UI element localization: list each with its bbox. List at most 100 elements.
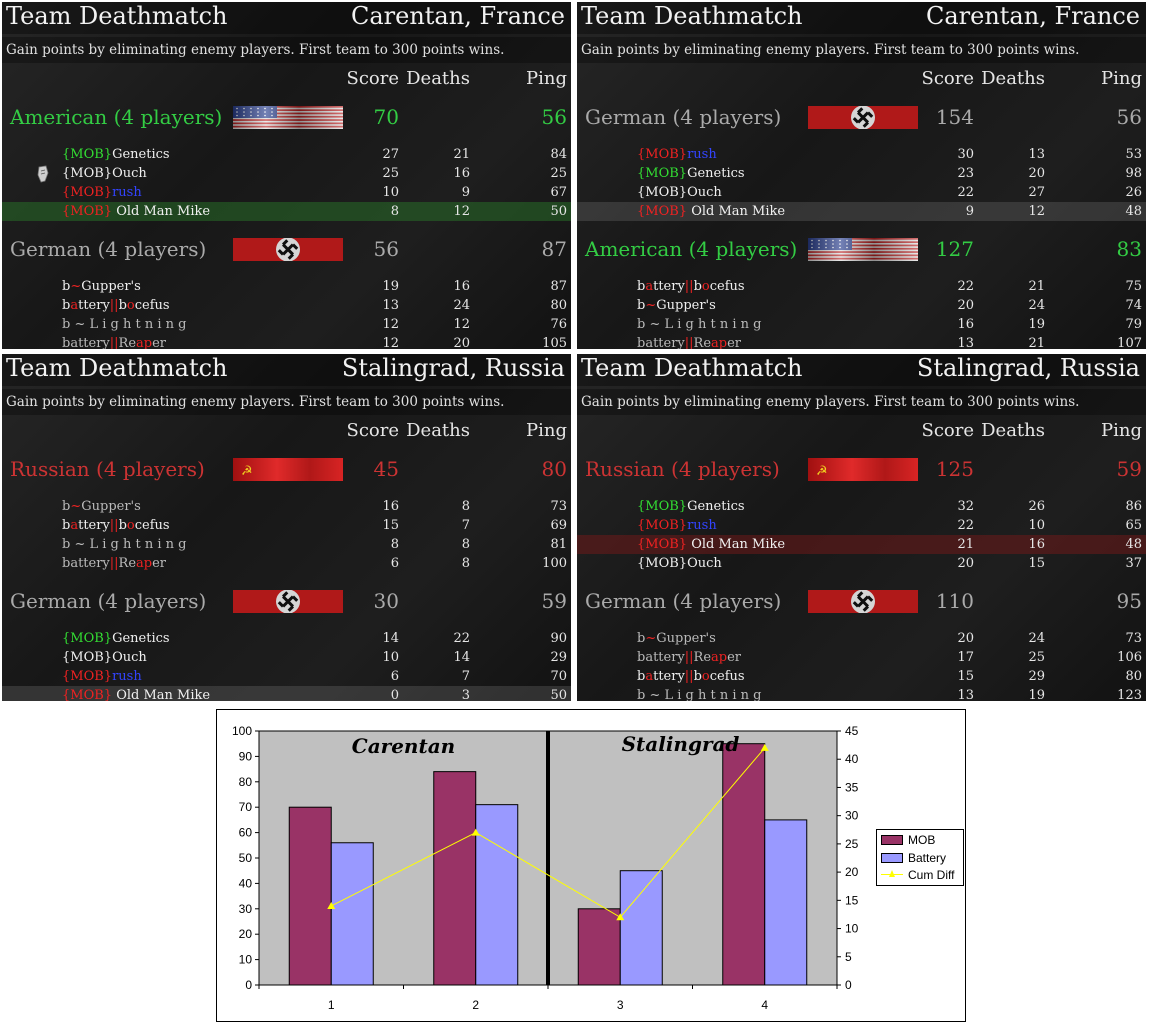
player-name-segment: cefus — [134, 518, 170, 533]
player-name-segment: || — [684, 669, 694, 684]
scoreboard-header: Team Deathmatch Stalingrad, Russia — [577, 354, 1146, 386]
player-name-segment: b — [62, 279, 71, 294]
player-score: 16 — [382, 499, 399, 514]
player-deaths: 8 — [461, 556, 470, 571]
player-name: {MOB}Ouch — [62, 164, 147, 183]
player-name-segment: ttery — [653, 279, 685, 294]
player-row: {MOB}rush 10 9 67 — [2, 183, 571, 202]
map-name: Carentan, France — [350, 2, 565, 30]
player-row: {MOB}rush 30 13 53 — [577, 145, 1146, 164]
player-ping: 70 — [550, 669, 567, 684]
team-header-row: American (4 players) 70 56 — [2, 102, 571, 132]
team-name: German (4 players) — [10, 589, 207, 613]
player-ping: 75 — [1125, 279, 1142, 294]
triangle-marker-icon — [471, 828, 480, 836]
player-row: b~Gupper's 19 16 87 — [2, 277, 571, 296]
player-row: b ~ L i g h t n i n g 8 8 81 — [2, 535, 571, 554]
team-ping: 95 — [1116, 589, 1142, 613]
y2-tick-label: 45 — [845, 724, 859, 738]
map-name: Stalingrad, Russia — [341, 354, 565, 382]
scoreboard-panel: Team Deathmatch Carentan, France Gain poin… — [2, 2, 571, 349]
player-ping: 37 — [1125, 556, 1142, 571]
player-score: 15 — [957, 669, 974, 684]
player-score: 20 — [957, 298, 974, 313]
triangle-marker-icon — [327, 901, 336, 909]
player-name: {MOB}rush — [62, 183, 142, 202]
score-chart: 0 10 20 30 40 50 60 70 80 90 100 0 5 10 15 20 25 30 35 40 45… — [216, 709, 966, 1022]
player-score: 10 — [382, 650, 399, 665]
player-deaths: 12 — [1028, 204, 1045, 219]
team-name: Russian (4 players) — [585, 457, 780, 481]
player-ping: 26 — [1125, 185, 1142, 200]
y2-tick-label: 0 — [845, 978, 852, 992]
player-name-segment: battery — [637, 650, 685, 665]
german-flag-icon — [808, 589, 918, 614]
team-ping: 59 — [1116, 457, 1142, 481]
player-name-segment: {MOB}Ouch — [62, 166, 147, 181]
team-name: Russian (4 players) — [10, 457, 205, 481]
deaths-column-header: Deaths — [981, 68, 1045, 89]
player-name-segment: ~ — [70, 279, 82, 294]
bar-mob — [577, 908, 621, 986]
ping-column-header: Ping — [526, 420, 567, 441]
player-row: b ~ L i g h t n i n g 16 19 79 — [577, 315, 1146, 334]
triangle-marker-icon — [889, 870, 895, 877]
y-tick-label: 50 — [239, 851, 253, 865]
scoreboard-panel: Team Deathmatch Carentan, France Gain poin… — [577, 2, 1146, 349]
player-row: battery||Reaper 12 20 105 — [2, 334, 571, 349]
player-deaths: 3 — [461, 688, 470, 701]
player-deaths: 8 — [461, 499, 470, 514]
player-name: battery||Reaper — [62, 334, 166, 349]
player-ping: 84 — [550, 147, 567, 162]
player-name: {MOB}Genetics — [62, 629, 170, 648]
player-row: {MOB}Genetics 27 21 84 — [2, 145, 571, 164]
team-score: 127 — [935, 237, 974, 261]
team-score: 56 — [373, 237, 399, 261]
player-name-segment: Genetics — [687, 166, 745, 181]
bar-battery — [475, 804, 519, 986]
team-header-row: Russian (4 players) ☭ 125 59 — [577, 454, 1146, 484]
team-ping: 83 — [1116, 237, 1142, 261]
player-row: {MOB} Old Man Mike 9 12 48 — [577, 202, 1146, 221]
team-score: 70 — [373, 105, 399, 129]
player-ping: 80 — [550, 298, 567, 313]
player-score: 30 — [957, 147, 974, 162]
player-name-segment: b ~ L i g h t n i n g — [62, 317, 187, 332]
player-name: {MOB}Genetics — [637, 497, 745, 516]
player-name-segment: er — [152, 556, 167, 571]
player-name-segment: Old Man Mike — [687, 537, 786, 552]
player-name-segment: cefus — [709, 279, 745, 294]
player-name: battery||Reaper — [62, 554, 166, 573]
map-name: Carentan, France — [925, 2, 1140, 30]
x-tick-label: 2 — [472, 998, 479, 1012]
team-score: 110 — [935, 589, 974, 613]
player-name-segment: b — [637, 669, 646, 684]
ping-column-header: Ping — [1101, 420, 1142, 441]
player-name: {MOB} Old Man Mike — [62, 202, 210, 221]
team-header-row: Russian (4 players) ☭ 45 80 — [2, 454, 571, 484]
y2-tick-label: 40 — [845, 752, 859, 766]
player-name-segment: Old Man Mike — [112, 688, 211, 701]
bar-mob — [433, 771, 477, 986]
player-name-segment: rush — [112, 669, 142, 684]
y-tick-label: 100 — [232, 724, 252, 738]
player-ping: 73 — [1125, 631, 1142, 646]
player-name-segment: {MOB}Ouch — [62, 650, 147, 665]
player-row: b~Gupper's 20 24 73 — [577, 629, 1146, 648]
annotation-stalingrad: Stalingrad — [622, 732, 740, 756]
y-tick-label: 30 — [239, 902, 253, 916]
player-row: b~Gupper's 16 8 73 — [2, 497, 571, 516]
team-name: American (4 players) — [585, 237, 798, 261]
x-tick-label: 4 — [761, 998, 768, 1012]
player-name: b~Gupper's — [637, 629, 716, 648]
player-name-segment: battery — [637, 336, 685, 349]
player-score: 10 — [382, 185, 399, 200]
player-row: battery||Reaper 6 8 100 — [2, 554, 571, 573]
mode-description: Gain points by eliminating enemy players… — [2, 37, 571, 63]
player-score: 25 — [382, 166, 399, 181]
ping-column-header: Ping — [526, 68, 567, 89]
player-name-segment: Re — [118, 556, 137, 571]
player-score: 21 — [957, 537, 974, 552]
y-tick-label: 60 — [239, 826, 253, 840]
team-name: German (4 players) — [10, 237, 207, 261]
